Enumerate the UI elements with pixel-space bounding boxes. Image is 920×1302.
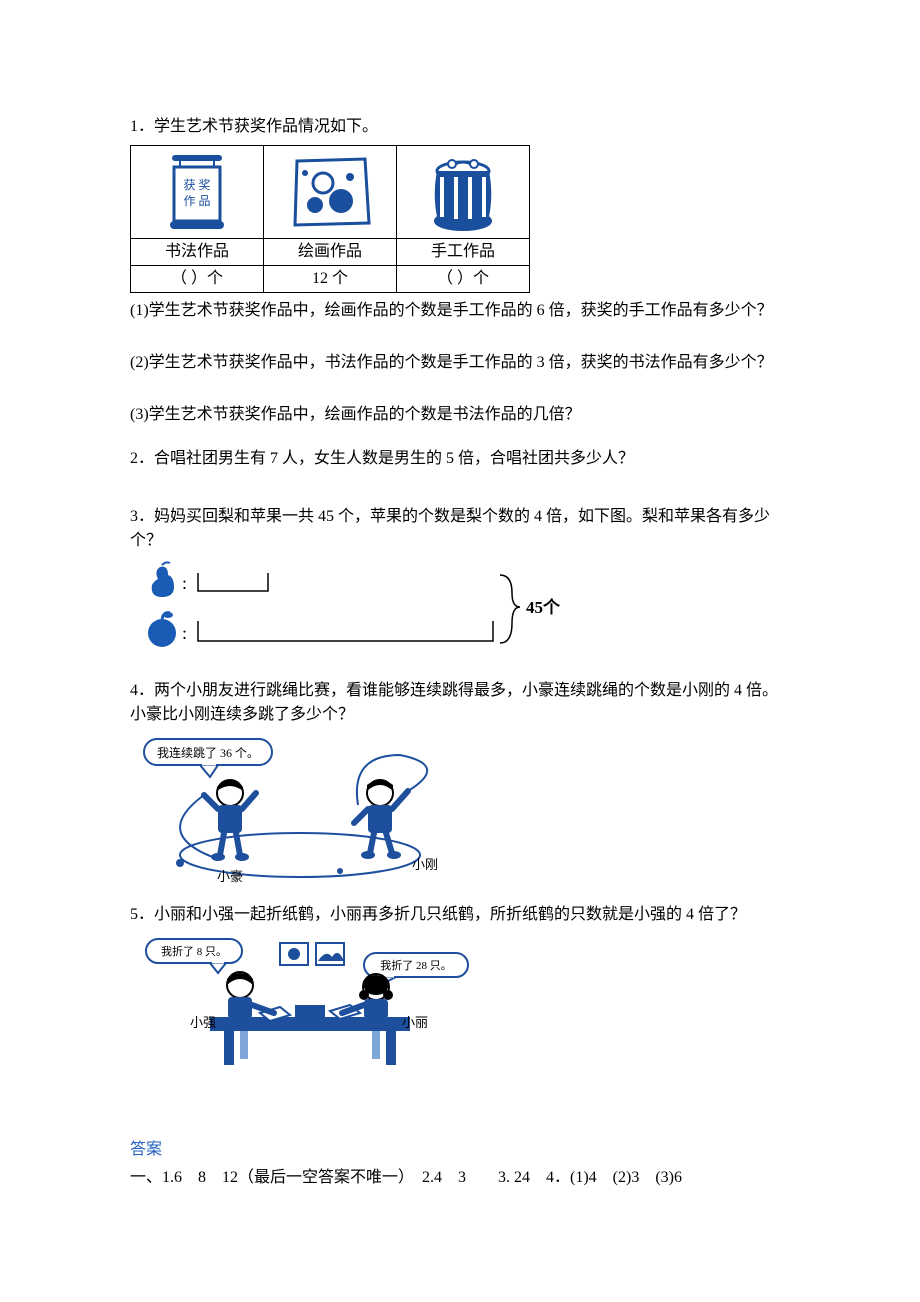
question-4: 4．两个小朋友进行跳绳比赛，看谁能够连续跳得最多，小豪连续跳绳的个数是小刚的 4… (130, 679, 790, 885)
kids-jumprope-icon: 我连续跳了 36 个。 小豪 (140, 735, 460, 885)
q4-text: 4．两个小朋友进行跳绳比赛，看谁能够连续跳得最多，小豪连续跳绳的个数是小刚的 4… (130, 682, 778, 723)
svg-text::: : (182, 623, 187, 643)
answers-line: 一、1.6 8 12（最后一空答案不唯一） 2.4 3 3. 24 4．(1)4… (130, 1163, 790, 1187)
q1-title: 1．学生艺术节获奖作品情况如下。 (130, 118, 378, 135)
question-3: 3．妈妈买回梨和苹果一共 45 个，苹果的个数是梨个数的 4 倍，如下图。梨和苹… (130, 505, 790, 661)
svg-text:小丽: 小丽 (402, 1015, 428, 1030)
answers-title: 答案 (130, 1135, 790, 1159)
value-craft: （ ）个 (397, 266, 530, 293)
label-craft: 手工作品 (397, 239, 530, 266)
calligraphy-image-cell: 获 奖 作 品 (131, 146, 264, 239)
painting-icon (265, 147, 395, 237)
svg-text:我折了 28 只。: 我折了 28 只。 (380, 958, 452, 972)
svg-text:小豪: 小豪 (217, 869, 243, 884)
svg-text:作 品: 作 品 (183, 194, 210, 208)
q5-text: 5．小丽和小强一起折纸鹤，小丽再多折几只纸鹤，所折纸鹤的只数就是小强的 4 倍了… (130, 906, 746, 923)
value-painting: 12 个 (264, 266, 397, 293)
question-5: 5．小丽和小强一起折纸鹤，小丽再多折几只纸鹤，所折纸鹤的只数就是小强的 4 倍了… (130, 903, 790, 1075)
bar-diagram-icon: : : 45个 (140, 561, 560, 661)
scroll-icon: 获 奖 作 品 (132, 147, 262, 237)
svg-text:小强: 小强 (190, 1015, 216, 1030)
svg-text:获 奖: 获 奖 (183, 178, 210, 192)
svg-text::: : (182, 573, 187, 593)
question-2: 2．合唱社团男生有 7 人，女生人数是男生的 5 倍，合唱社团共多少人？ (130, 447, 790, 471)
q3-text: 3．妈妈买回梨和苹果一共 45 个，苹果的个数是梨个数的 4 倍，如下图。梨和苹… (130, 508, 770, 549)
svg-text:小刚: 小刚 (412, 857, 438, 872)
q1-sub3: (3)学生艺术节获奖作品中，绘画作品的个数是书法作品的几倍？ (130, 403, 790, 427)
artwork-table: 获 奖 作 品 (130, 145, 530, 293)
kids-table-icon: 我折了 8 只。 我折了 28 只。 (140, 935, 480, 1075)
svg-text:45个: 45个 (526, 597, 560, 617)
svg-text:我连续跳了 36 个。: 我连续跳了 36 个。 (157, 745, 259, 760)
painting-image-cell (264, 146, 397, 239)
question-1: 1．学生艺术节获奖作品情况如下。 获 奖 作 品 (130, 115, 790, 427)
q3-bar-diagram: : : 45个 (140, 561, 790, 661)
drum-icon (398, 147, 528, 237)
label-painting: 绘画作品 (264, 239, 397, 266)
craft-image-cell (397, 146, 530, 239)
svg-text:我折了 8 只。: 我折了 8 只。 (161, 944, 227, 958)
q1-sub2: (2)学生艺术节获奖作品中，书法作品的个数是手工作品的 3 倍，获奖的书法作品有… (130, 351, 790, 375)
q1-sub1: (1)学生艺术节获奖作品中，绘画作品的个数是手工作品的 6 倍，获奖的手工作品有… (130, 299, 790, 323)
q5-illustration: 我折了 8 只。 我折了 28 只。 (140, 935, 790, 1075)
q4-illustration: 我连续跳了 36 个。 小豪 (140, 735, 790, 885)
label-calligraphy: 书法作品 (131, 239, 264, 266)
value-calligraphy: （ ）个 (131, 266, 264, 293)
